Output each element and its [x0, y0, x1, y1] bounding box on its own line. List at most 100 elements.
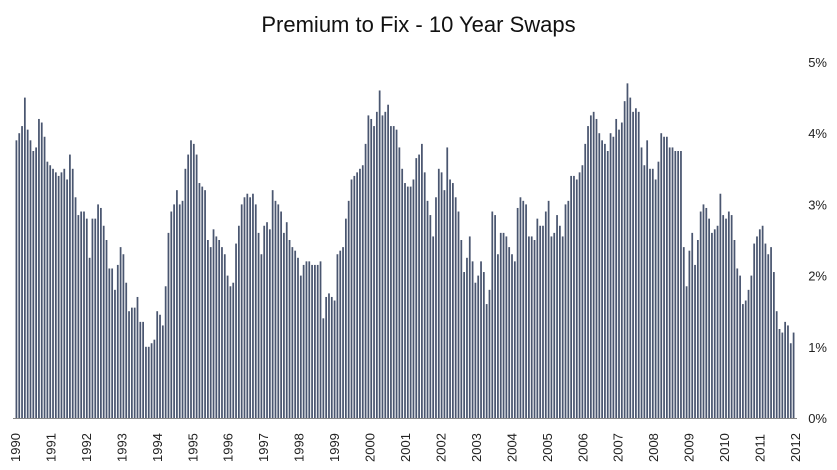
bar [556, 215, 558, 418]
bar [291, 247, 294, 418]
bar [443, 190, 446, 418]
bar [587, 126, 589, 418]
bar [384, 111, 387, 418]
bar [85, 218, 88, 418]
bar [97, 204, 99, 418]
bar [178, 204, 181, 418]
x-tick-label: 2005 [540, 433, 555, 462]
bar [792, 332, 795, 418]
bar [711, 232, 713, 418]
bar [756, 236, 758, 418]
bar [474, 282, 477, 418]
bar [390, 126, 392, 418]
bar [736, 268, 739, 418]
bar [525, 204, 527, 418]
bar [584, 143, 587, 418]
bar [570, 175, 573, 418]
bar [221, 247, 223, 418]
x-tick-label: 2003 [469, 433, 484, 462]
bar [452, 183, 454, 418]
bar [297, 257, 299, 418]
bar [615, 118, 618, 419]
bar [589, 115, 592, 419]
bar [747, 289, 750, 418]
bar [750, 275, 753, 418]
bar [184, 168, 187, 418]
bar [491, 211, 494, 418]
bar [764, 243, 767, 418]
bar [347, 200, 350, 418]
bar [699, 211, 702, 418]
bar [285, 222, 288, 418]
bar [277, 204, 280, 418]
bar [502, 232, 505, 418]
bar [494, 215, 496, 418]
bar [226, 275, 229, 418]
bar [761, 225, 764, 418]
x-tick-label: 2011 [753, 434, 768, 462]
bar [381, 115, 384, 419]
bar [466, 257, 468, 418]
bar [356, 172, 359, 418]
bar [398, 147, 401, 418]
bar [787, 325, 789, 418]
bar [52, 168, 54, 418]
bar [573, 175, 575, 418]
bar [513, 261, 516, 418]
x-tick-label: 1991 [44, 433, 59, 462]
bar [705, 207, 708, 418]
bar [319, 261, 322, 418]
bar [94, 218, 97, 418]
bar [246, 193, 249, 418]
bar [232, 282, 235, 418]
bar [254, 204, 257, 418]
bar [482, 272, 485, 418]
bar [559, 225, 561, 418]
bar [702, 204, 705, 418]
bar [161, 325, 164, 418]
bar [511, 254, 513, 418]
bar [192, 143, 195, 418]
bar [632, 111, 634, 418]
bar [623, 101, 626, 418]
bar [122, 254, 125, 418]
bar [367, 115, 370, 419]
bar [302, 264, 305, 418]
bar [727, 211, 730, 418]
bar [328, 293, 330, 418]
x-tick-label: 1998 [292, 433, 307, 462]
bar [359, 168, 361, 418]
bar [195, 154, 198, 418]
bar [649, 168, 651, 418]
x-tick-label: 1990 [8, 433, 23, 462]
bar [758, 229, 761, 418]
bar [181, 200, 184, 418]
y-axis-ticks: 0% 1% 2% 3% 4% 5% [808, 55, 827, 426]
y-tick-label: 3% [808, 197, 827, 212]
bar [342, 247, 344, 418]
bar [60, 172, 63, 418]
bar [716, 225, 719, 418]
bar [108, 268, 111, 418]
bar [130, 307, 133, 418]
bar [595, 118, 598, 419]
bar [43, 136, 46, 418]
bar [457, 211, 460, 418]
bar [150, 343, 153, 418]
x-tick-label: 2008 [646, 433, 661, 462]
bar [601, 140, 603, 418]
bar [719, 193, 722, 418]
chart-title: Premium to Fix - 10 Year Swaps [261, 12, 576, 37]
x-tick-label: 1997 [256, 433, 271, 462]
bar [722, 215, 725, 418]
bar [620, 122, 623, 419]
bar [660, 133, 663, 418]
y-tick-label: 5% [808, 55, 827, 70]
bar [142, 321, 144, 418]
bar [26, 129, 29, 418]
bar [480, 261, 482, 418]
x-tick-label: 2004 [504, 433, 519, 462]
bar [488, 289, 491, 418]
bar [173, 204, 175, 418]
bar [742, 304, 744, 418]
